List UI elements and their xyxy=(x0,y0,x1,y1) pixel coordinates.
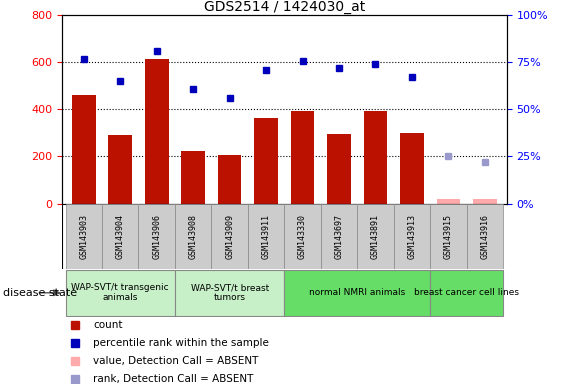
Text: normal NMRI animals: normal NMRI animals xyxy=(309,288,405,297)
Bar xyxy=(181,151,205,204)
Text: value, Detection Call = ABSENT: value, Detection Call = ABSENT xyxy=(93,356,258,366)
Text: GSM143908: GSM143908 xyxy=(189,214,198,259)
Bar xyxy=(327,134,351,204)
Text: GSM143916: GSM143916 xyxy=(480,214,489,259)
Bar xyxy=(218,155,242,204)
Bar xyxy=(291,111,314,204)
Text: rank, Detection Call = ABSENT: rank, Detection Call = ABSENT xyxy=(93,374,253,384)
Bar xyxy=(65,270,175,316)
Text: GSM143911: GSM143911 xyxy=(262,214,271,259)
Bar xyxy=(175,204,211,269)
Bar xyxy=(284,270,430,316)
Text: GSM143909: GSM143909 xyxy=(225,214,234,259)
Bar xyxy=(211,204,248,269)
Text: count: count xyxy=(93,320,123,330)
Text: GSM143906: GSM143906 xyxy=(152,214,161,259)
Bar xyxy=(358,204,394,269)
Bar xyxy=(394,204,430,269)
Text: percentile rank within the sample: percentile rank within the sample xyxy=(93,338,269,348)
Bar xyxy=(65,204,102,269)
Bar xyxy=(430,270,503,316)
Bar xyxy=(436,199,460,204)
Bar xyxy=(321,204,358,269)
Bar xyxy=(138,204,175,269)
Bar xyxy=(254,118,278,204)
Bar xyxy=(467,204,503,269)
Text: GSM143891: GSM143891 xyxy=(371,214,380,259)
Text: GSM143903: GSM143903 xyxy=(79,214,88,259)
Bar xyxy=(364,111,387,204)
Text: GSM143904: GSM143904 xyxy=(116,214,125,259)
Bar xyxy=(400,133,424,204)
Bar xyxy=(473,199,497,204)
Title: GDS2514 / 1424030_at: GDS2514 / 1424030_at xyxy=(204,0,365,14)
Bar xyxy=(430,204,467,269)
Bar xyxy=(145,59,168,204)
Text: disease state: disease state xyxy=(3,288,77,298)
Bar xyxy=(102,204,138,269)
Text: GSM143330: GSM143330 xyxy=(298,214,307,259)
Text: GSM143697: GSM143697 xyxy=(334,214,343,259)
Text: WAP-SVT/t breast
tumors: WAP-SVT/t breast tumors xyxy=(190,283,269,303)
Bar xyxy=(72,95,96,204)
Text: GSM143915: GSM143915 xyxy=(444,214,453,259)
Bar xyxy=(248,204,284,269)
Text: WAP-SVT/t transgenic
animals: WAP-SVT/t transgenic animals xyxy=(72,283,169,303)
Bar xyxy=(284,204,321,269)
Text: GSM143913: GSM143913 xyxy=(408,214,417,259)
Text: breast cancer cell lines: breast cancer cell lines xyxy=(414,288,519,297)
Bar xyxy=(175,270,284,316)
Bar xyxy=(109,135,132,204)
